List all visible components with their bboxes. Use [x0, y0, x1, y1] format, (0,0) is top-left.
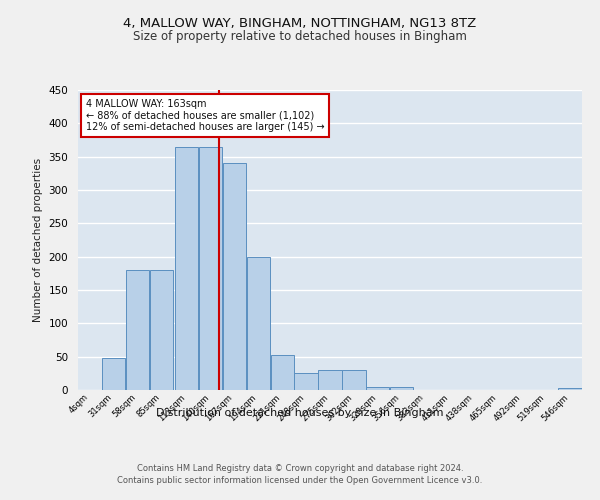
Text: Contains public sector information licensed under the Open Government Licence v3: Contains public sector information licen… [118, 476, 482, 485]
Bar [199, 146, 222, 390]
Bar [175, 146, 198, 390]
Text: Contains HM Land Registry data © Crown copyright and database right 2024.: Contains HM Land Registry data © Crown c… [137, 464, 463, 473]
Bar [150, 270, 173, 390]
Bar [126, 270, 149, 390]
Bar [223, 164, 246, 390]
Bar [390, 386, 413, 390]
Bar [559, 388, 581, 390]
Text: 4 MALLOW WAY: 163sqm
← 88% of detached houses are smaller (1,102)
12% of semi-de: 4 MALLOW WAY: 163sqm ← 88% of detached h… [86, 99, 324, 132]
Bar [295, 374, 317, 390]
Text: 4, MALLOW WAY, BINGHAM, NOTTINGHAM, NG13 8TZ: 4, MALLOW WAY, BINGHAM, NOTTINGHAM, NG13… [124, 18, 476, 30]
Bar [319, 370, 341, 390]
Y-axis label: Number of detached properties: Number of detached properties [33, 158, 43, 322]
Bar [247, 256, 270, 390]
Bar [102, 358, 125, 390]
Bar [366, 386, 389, 390]
Bar [343, 370, 365, 390]
Bar [271, 354, 294, 390]
Text: Size of property relative to detached houses in Bingham: Size of property relative to detached ho… [133, 30, 467, 43]
Text: Distribution of detached houses by size in Bingham: Distribution of detached houses by size … [156, 408, 444, 418]
